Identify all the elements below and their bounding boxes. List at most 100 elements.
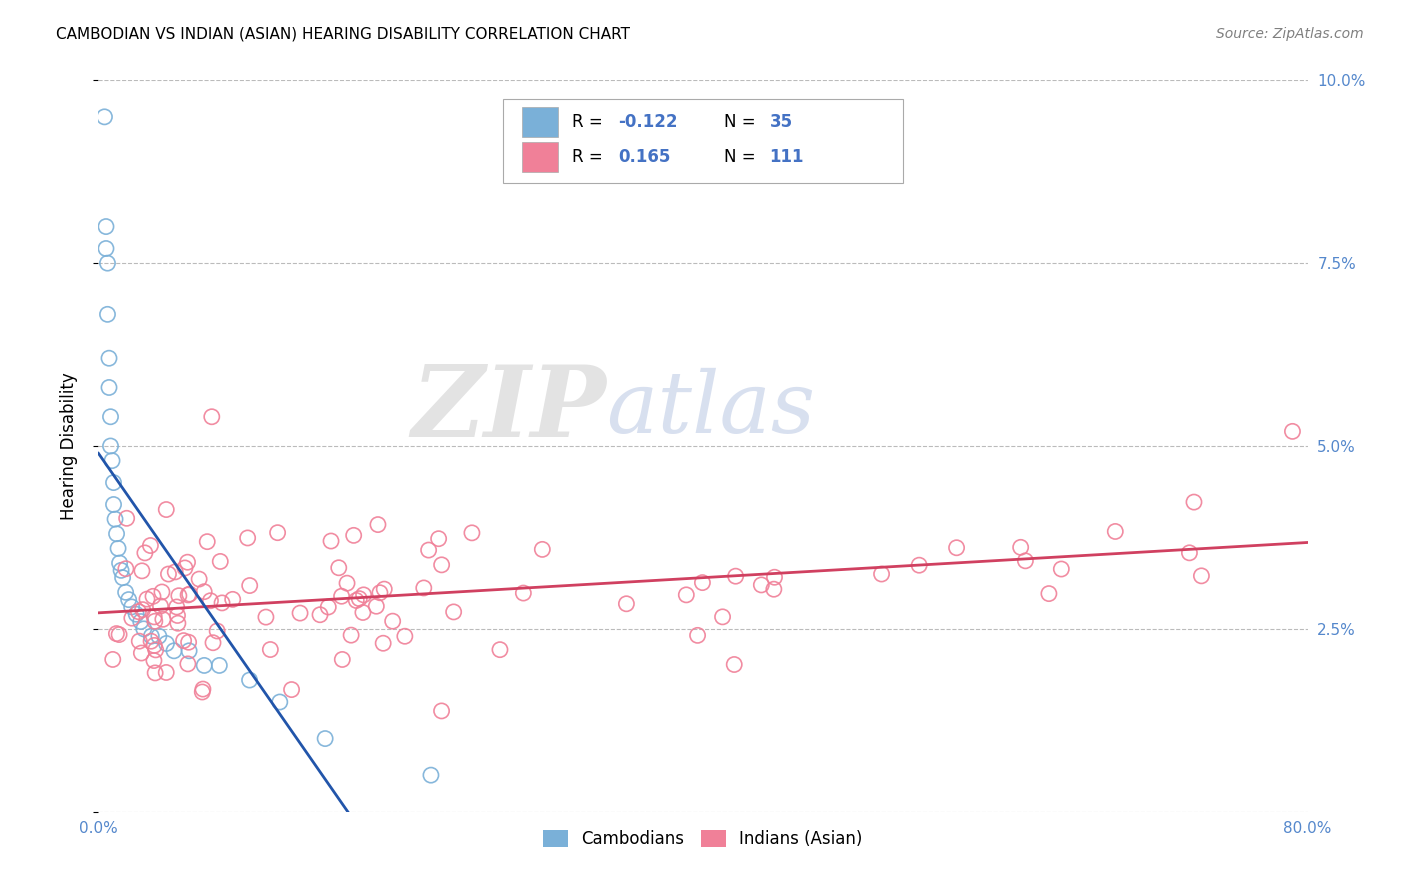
- Point: [1038, 586, 1060, 600]
- Point: [343, 528, 366, 542]
- Point: [142, 654, 165, 668]
- Point: [152, 612, 174, 626]
- Point: [723, 657, 745, 672]
- Point: [136, 592, 159, 607]
- Point: [908, 558, 931, 573]
- Point: [222, 592, 245, 607]
- Point: [344, 593, 367, 607]
- Point: [692, 575, 714, 590]
- Point: [114, 585, 136, 599]
- Point: [98, 380, 121, 394]
- Point: [316, 600, 339, 615]
- Point: [179, 587, 201, 601]
- Point: [174, 561, 197, 575]
- Point: [104, 512, 127, 526]
- Point: [512, 586, 534, 600]
- Point: [1182, 495, 1205, 509]
- Point: [352, 606, 374, 620]
- Point: [531, 542, 554, 557]
- Point: [280, 682, 302, 697]
- Point: [128, 634, 150, 648]
- Point: [93, 110, 115, 124]
- Point: [236, 531, 259, 545]
- Point: [314, 731, 336, 746]
- Point: [1189, 569, 1212, 583]
- Point: [127, 605, 149, 619]
- Point: [373, 636, 395, 650]
- Point: [430, 704, 453, 718]
- Point: [149, 599, 172, 613]
- Point: [675, 588, 697, 602]
- Point: [103, 498, 125, 512]
- Point: [430, 558, 453, 572]
- Point: [200, 593, 222, 607]
- Point: [330, 589, 353, 603]
- Point: [111, 571, 134, 585]
- Point: [143, 615, 166, 629]
- Text: 0.165: 0.165: [619, 148, 671, 166]
- Point: [319, 534, 342, 549]
- Point: [394, 629, 416, 643]
- Point: [686, 628, 709, 642]
- Point: [118, 592, 141, 607]
- FancyBboxPatch shape: [522, 107, 558, 136]
- Point: [163, 644, 186, 658]
- Point: [96, 256, 118, 270]
- Point: [142, 590, 165, 604]
- Point: [368, 586, 391, 600]
- Point: [167, 589, 190, 603]
- Point: [179, 644, 201, 658]
- Point: [208, 658, 231, 673]
- Point: [150, 585, 173, 599]
- Point: [239, 673, 262, 687]
- Point: [121, 599, 143, 614]
- Point: [418, 543, 440, 558]
- Point: [330, 652, 353, 666]
- Point: [1014, 554, 1036, 568]
- Point: [101, 453, 124, 467]
- Text: Source: ZipAtlas.com: Source: ZipAtlas.com: [1216, 27, 1364, 41]
- Point: [269, 695, 291, 709]
- Point: [373, 582, 395, 596]
- Point: [749, 578, 772, 592]
- Point: [100, 439, 122, 453]
- Point: [96, 307, 118, 321]
- Point: [110, 563, 132, 577]
- Text: N =: N =: [724, 148, 761, 166]
- Point: [131, 646, 153, 660]
- FancyBboxPatch shape: [522, 143, 558, 171]
- Point: [155, 665, 177, 680]
- Point: [115, 511, 138, 525]
- Point: [101, 652, 124, 666]
- Point: [195, 534, 218, 549]
- Point: [173, 633, 195, 648]
- Point: [340, 628, 363, 642]
- Point: [266, 525, 288, 540]
- Point: [367, 517, 389, 532]
- Point: [443, 605, 465, 619]
- Point: [711, 610, 734, 624]
- Point: [427, 532, 450, 546]
- Point: [420, 768, 443, 782]
- Point: [177, 657, 200, 671]
- Point: [98, 351, 121, 366]
- Point: [166, 608, 188, 623]
- Point: [211, 596, 233, 610]
- Point: [166, 599, 188, 614]
- Point: [155, 636, 177, 650]
- Point: [336, 576, 359, 591]
- Point: [157, 567, 180, 582]
- Point: [105, 526, 128, 541]
- Point: [461, 525, 484, 540]
- Point: [259, 642, 281, 657]
- Text: 35: 35: [769, 113, 793, 131]
- Point: [239, 578, 262, 592]
- Point: [100, 409, 122, 424]
- Point: [254, 610, 277, 624]
- Point: [381, 614, 404, 628]
- Point: [1104, 524, 1126, 539]
- Point: [108, 627, 131, 641]
- Point: [188, 572, 211, 586]
- Point: [328, 560, 350, 574]
- FancyBboxPatch shape: [503, 99, 903, 183]
